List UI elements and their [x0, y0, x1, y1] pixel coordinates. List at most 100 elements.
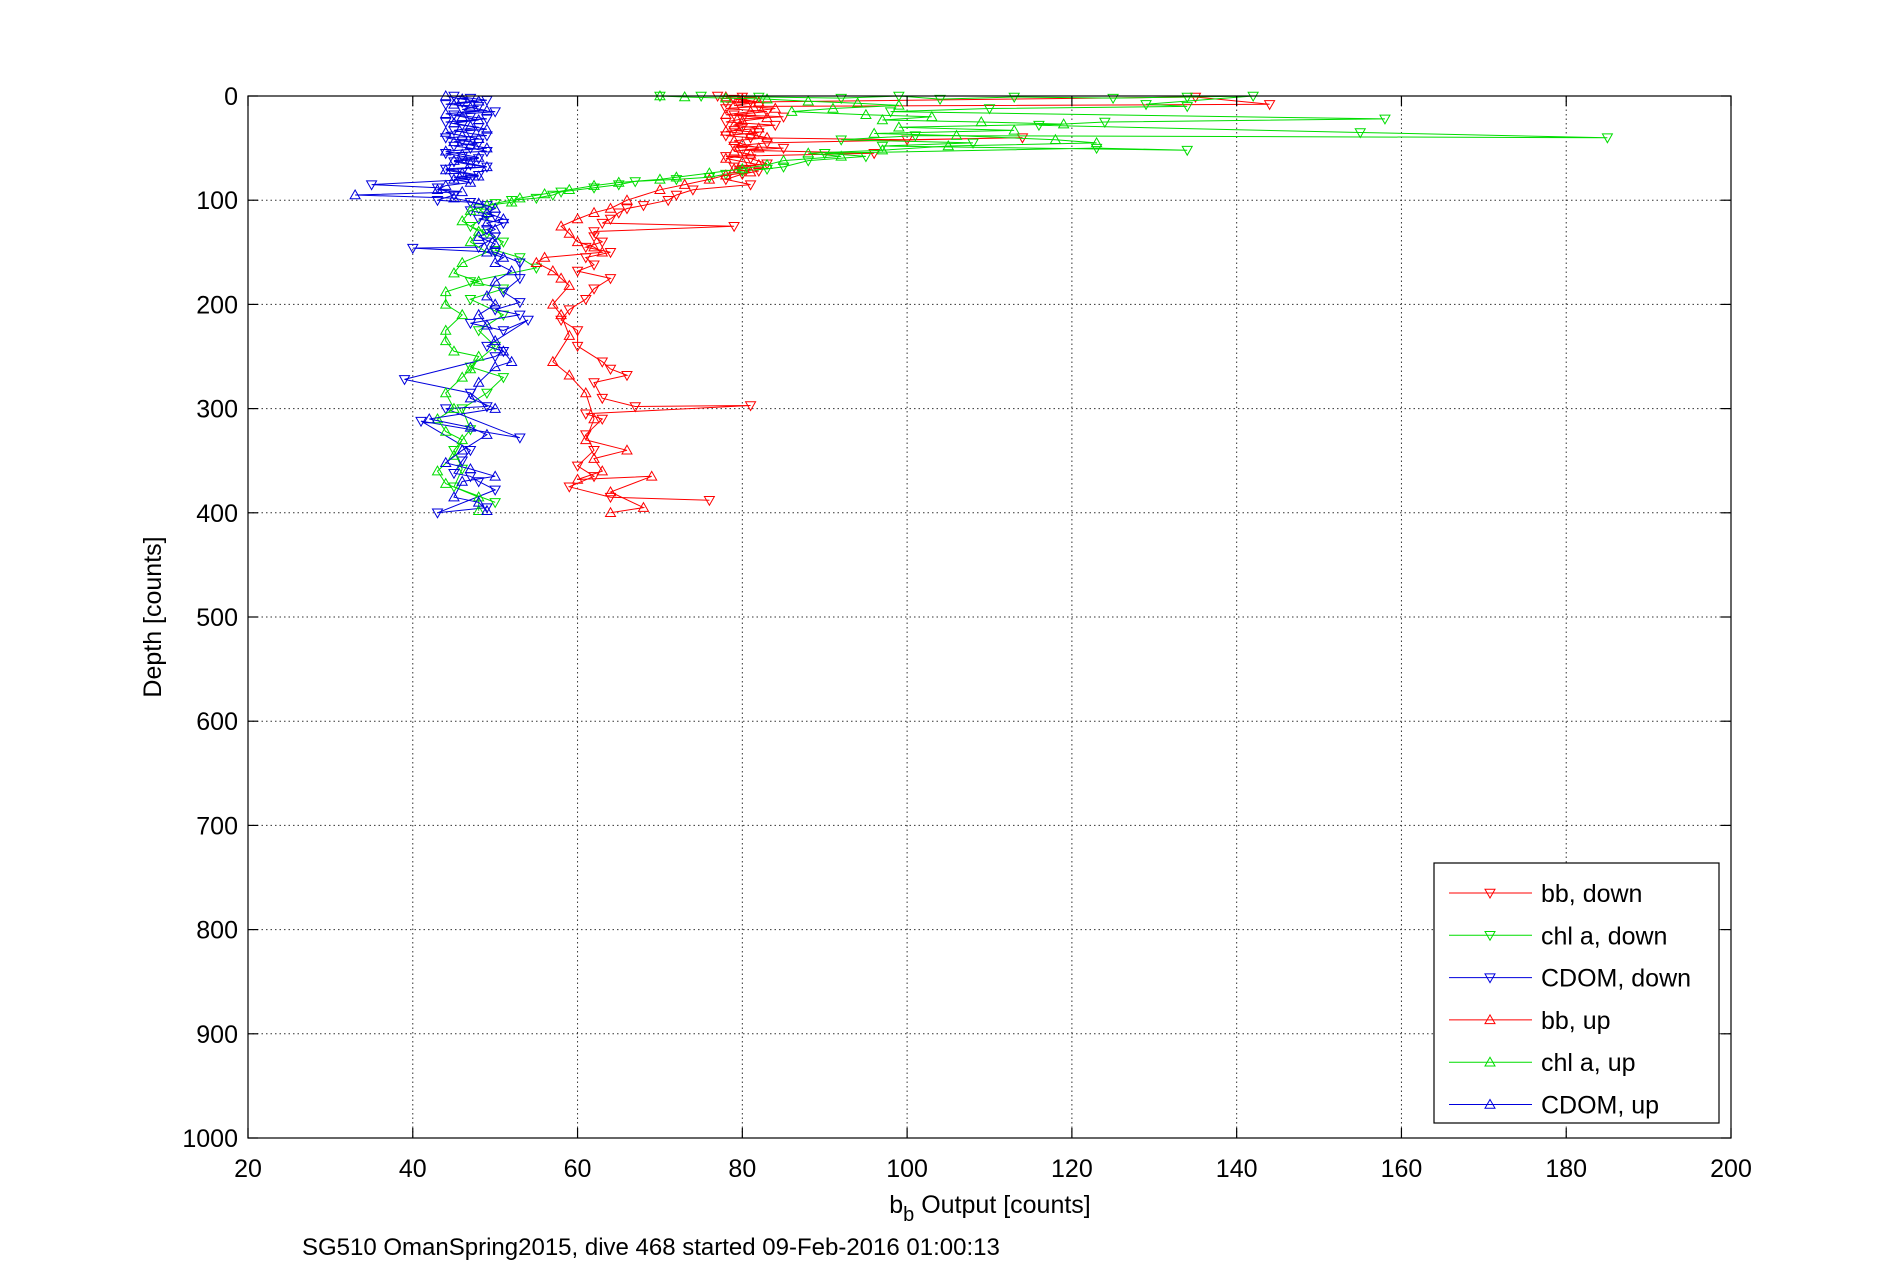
data-point	[489, 237, 502, 249]
data-point	[579, 294, 592, 306]
data-point	[448, 468, 460, 480]
data-point	[456, 256, 469, 267]
data-point	[464, 206, 477, 217]
data-point	[555, 308, 567, 320]
y-axis-label: Depth [counts]	[139, 536, 167, 697]
data-point	[728, 94, 740, 106]
data-point	[448, 98, 460, 109]
data-point	[983, 104, 996, 115]
data-point	[472, 113, 485, 125]
data-point	[761, 131, 773, 142]
data-point	[736, 155, 749, 166]
data-point	[752, 92, 765, 104]
data-point	[489, 202, 502, 213]
data-point	[456, 444, 469, 455]
legend-marker	[1484, 888, 1496, 900]
data-point	[431, 183, 444, 195]
data-point	[563, 305, 576, 316]
ticks	[247, 95, 1732, 1139]
data-point	[406, 243, 419, 255]
data-point	[802, 147, 815, 158]
data-point	[448, 192, 460, 203]
data-point	[752, 122, 765, 133]
data-point	[448, 173, 460, 184]
x-tick-label: 180	[1545, 1155, 1587, 1183]
data-point	[481, 504, 493, 515]
data-point	[514, 253, 526, 264]
data-point	[472, 95, 485, 106]
data-point	[538, 187, 551, 199]
legend-marker	[1484, 1098, 1496, 1109]
data-point	[629, 402, 642, 413]
data-point	[695, 91, 708, 103]
y-tick-label: 400	[196, 500, 238, 528]
data-point	[431, 195, 444, 207]
data-point	[439, 133, 452, 144]
data-point	[439, 456, 452, 468]
data-point	[456, 110, 469, 122]
data-point	[464, 160, 477, 171]
data-point	[637, 201, 650, 212]
data-point	[472, 151, 485, 162]
data-point	[472, 214, 485, 225]
data-point	[744, 105, 757, 116]
data-point	[481, 428, 493, 439]
data-point	[761, 158, 773, 170]
data-point	[481, 114, 493, 125]
data-point	[662, 195, 675, 207]
data-point	[439, 100, 452, 111]
x-tick-label: 120	[1051, 1155, 1093, 1183]
data-point	[909, 131, 922, 142]
data-point	[777, 162, 790, 173]
data-point	[464, 463, 477, 474]
data-point	[563, 482, 576, 493]
data-point	[439, 117, 452, 129]
data-point	[546, 298, 559, 309]
data-point	[687, 185, 699, 196]
data-point	[481, 402, 493, 413]
data-point	[365, 180, 378, 191]
data-point	[604, 214, 617, 225]
data-point	[588, 227, 600, 238]
data-point	[472, 326, 485, 337]
data-point	[835, 135, 848, 146]
data-point	[505, 355, 518, 366]
data-point	[728, 134, 740, 146]
legend-label: chl a, up	[1541, 1049, 1636, 1077]
figure-caption: SG510 OmanSpring2015, dive 468 started 0…	[302, 1234, 1000, 1261]
data-point	[588, 472, 600, 483]
data-point	[448, 117, 460, 128]
data-point	[703, 496, 716, 507]
data-point	[588, 446, 600, 457]
data-point	[464, 392, 477, 403]
data-point	[448, 154, 460, 165]
y-tick-label: 0	[224, 83, 238, 111]
data-point	[472, 170, 485, 181]
legend-box	[1433, 862, 1720, 1124]
data-point	[464, 157, 477, 168]
data-point	[621, 444, 633, 455]
data-point	[851, 97, 864, 108]
data-point	[497, 373, 510, 384]
data-point	[464, 318, 477, 330]
data-point	[456, 185, 469, 197]
data-point	[934, 94, 946, 106]
data-point	[439, 149, 452, 160]
data-point	[579, 409, 592, 420]
data-point	[1181, 102, 1194, 113]
data-point	[1090, 136, 1103, 148]
legend-marker	[1484, 1056, 1496, 1067]
data-point	[868, 127, 881, 138]
data-point	[448, 482, 460, 493]
data-point	[497, 237, 510, 248]
x-tick-label: 40	[399, 1155, 427, 1183]
data-point	[431, 508, 444, 519]
data-point	[868, 149, 881, 160]
data-point	[456, 93, 469, 104]
data-point	[596, 465, 609, 476]
data-point	[398, 375, 411, 386]
data-point	[1140, 100, 1152, 111]
data-point	[456, 129, 469, 140]
